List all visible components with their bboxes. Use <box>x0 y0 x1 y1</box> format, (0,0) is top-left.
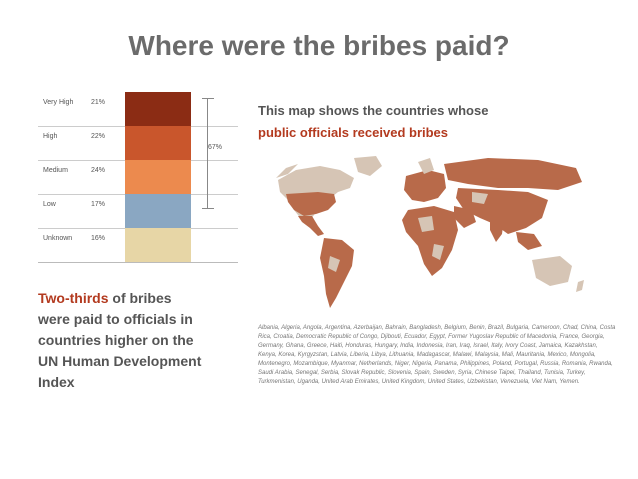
brace-bottom <box>202 208 214 209</box>
legend-row-low: Low 17% <box>38 194 238 228</box>
summary-text: Two-thirds of bribes were paid to offici… <box>38 288 238 393</box>
map-southeast-asia <box>516 232 542 250</box>
legend-row-high: High 22% <box>38 126 238 160</box>
summary-line4: UN Human Development <box>38 353 202 369</box>
countries-list: Albania, Algeria, Angola, Argentina, Aze… <box>258 325 616 385</box>
map-india <box>490 216 504 242</box>
map-south-america-other <box>328 256 340 272</box>
map-australia <box>532 256 572 286</box>
map-mexico <box>298 216 324 236</box>
bribe-share-legend: Very High 21% High 22% Medium 24% Low 17… <box>38 92 238 263</box>
map-europe <box>404 170 446 202</box>
legend-swatch <box>125 228 191 262</box>
map-scandinavia <box>418 158 434 174</box>
summary-highlight: Two-thirds <box>38 290 109 306</box>
map-south-america <box>320 238 354 308</box>
map-middle-east <box>454 206 476 228</box>
map-caption: This map shows the countries whose publi… <box>258 100 488 144</box>
legend-swatch <box>125 194 191 228</box>
map-caption-line2: public officials received bribes <box>258 125 449 140</box>
map-africa <box>402 206 458 276</box>
map-africa-other <box>418 216 434 232</box>
brace-label: 67% <box>208 144 223 151</box>
legend-row-unknown: Unknown 16% <box>38 228 238 262</box>
legend-pct: 16% <box>91 235 106 242</box>
legend-swatch <box>125 160 191 194</box>
map-new-zealand <box>576 280 584 292</box>
legend-label: Low <box>43 201 56 208</box>
brace-line <box>207 98 211 208</box>
map-caption-line1: This map shows the countries whose <box>258 103 489 118</box>
legend-label: Very High <box>43 99 74 106</box>
legend-label: Unknown <box>43 235 73 242</box>
summary-line3: countries higher on the <box>38 332 194 348</box>
map-central-asia-other <box>472 192 488 204</box>
brace-top <box>202 98 214 99</box>
legend-label: Medium <box>43 167 68 174</box>
summary-line2: were paid to officials in <box>38 311 193 327</box>
slide-title: Where were the bribes paid? <box>128 30 510 61</box>
world-map <box>276 156 584 308</box>
map-russia <box>444 158 582 190</box>
summary-line1: of bribes <box>108 290 172 306</box>
legend-swatch <box>125 126 191 160</box>
legend-row-medium: Medium 24% <box>38 160 238 194</box>
legend-pct: 17% <box>91 201 106 208</box>
legend-row-very-high: Very High 21% <box>38 92 238 126</box>
map-canada-alaska <box>276 164 298 178</box>
legend-label: High <box>43 133 58 140</box>
summary-line5: Index <box>38 374 75 390</box>
legend-pct: 24% <box>91 167 106 174</box>
map-africa-other-2 <box>432 244 444 260</box>
legend-pct: 22% <box>91 133 106 140</box>
legend-pct: 21% <box>91 99 106 106</box>
map-usa <box>286 192 336 216</box>
map-greenland <box>354 156 382 176</box>
legend-swatch <box>125 92 191 126</box>
